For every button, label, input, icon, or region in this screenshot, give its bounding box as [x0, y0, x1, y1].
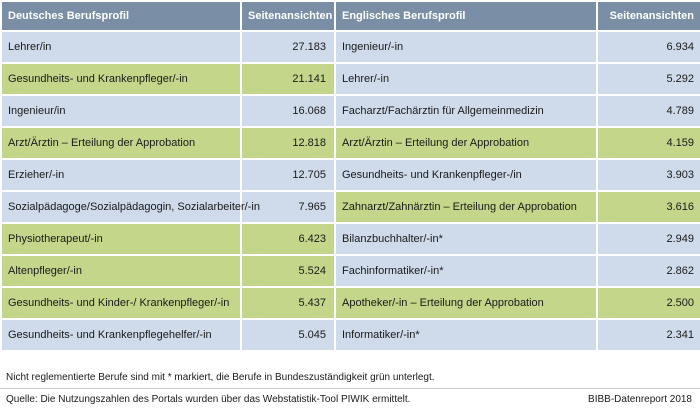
en-views-cell: 2.862 [598, 256, 700, 286]
table-row: Gesundheits- und Krankenpflegehelfer/-in… [2, 320, 700, 350]
de-profile-cell: Gesundheits- und Kinder-/ Krankenpfleger… [2, 288, 240, 318]
de-profile-cell: Lehrer/in [2, 32, 240, 62]
table-row: Lehrer/in 27.183 Ingenieur/-in 6.934 [2, 32, 700, 62]
de-views-cell: 12.705 [242, 160, 334, 190]
de-views-cell: 21.141 [242, 64, 334, 94]
en-views-cell: 2.500 [598, 288, 700, 318]
en-profile-cell: Arzt/Ärztin – Erteilung der Approbation [336, 128, 596, 158]
footnote: Nicht reglementierte Berufe sind mit * m… [6, 372, 435, 383]
de-profile-cell: Gesundheits- und Krankenpflegehelfer/-in [2, 320, 240, 350]
en-profile-cell: Gesundheits- und Krankenpfleger-/in [336, 160, 596, 190]
de-profile-cell: Physiotherapeut/-in [2, 224, 240, 254]
de-profile-cell: Arzt/Ärztin – Erteilung der Approbation [2, 128, 240, 158]
de-profile-cell: Altenpfleger/-in [2, 256, 240, 286]
en-profile-cell: Lehrer/-in [336, 64, 596, 94]
en-profile-cell: Zahnarzt/Zahnärztin – Erteilung der Appr… [336, 192, 596, 222]
de-profile-cell: Gesundheits- und Krankenpfleger/-in [2, 64, 240, 94]
en-views-cell: 3.616 [598, 192, 700, 222]
divider [0, 388, 700, 389]
de-profile-cell: Sozialpädagoge/Sozialpädagogin, Sozialar… [2, 192, 260, 222]
de-views-cell: 6.423 [242, 224, 334, 254]
en-profile-cell: Bilanzbuchhalter/-in* [336, 224, 596, 254]
de-views-cell: 7.965 [242, 192, 334, 222]
en-views-cell: 4.789 [598, 96, 700, 126]
de-views-cell: 27.183 [242, 32, 334, 62]
de-views-cell: 5.045 [242, 320, 334, 350]
table-row: Arzt/Ärztin – Erteilung der Approbation 1… [2, 128, 700, 158]
table-row: Gesundheits- und Kinder-/ Krankenpfleger… [2, 288, 700, 318]
table-row: Gesundheits- und Krankenpfleger/-in 21.14… [2, 64, 700, 94]
header-de-views: Seitenansichten [242, 2, 334, 30]
header-en-views: Seitenansichten [598, 2, 700, 30]
source-note: Quelle: Die Nutzungszahlen des Portals w… [6, 394, 411, 405]
de-views-cell: 5.437 [242, 288, 334, 318]
table-row: Erzieher/-in 12.705 Gesundheits- und Krank… [2, 160, 700, 190]
table-row: Ingenieur/in 16.068 Facharzt/Fachärztin fü… [2, 96, 700, 126]
en-profile-cell: Fachinformatiker/-in* [336, 256, 596, 286]
table-body: Lehrer/in 27.183 Ingenieur/-in 6.934 Gesundh… [2, 32, 700, 350]
profile-views-table: Deutsches Berufsprofil Seitenansichten E… [2, 2, 700, 350]
en-profile-cell: Informatiker/-in* [336, 320, 596, 350]
en-views-cell: 2.949 [598, 224, 700, 254]
table-row: Sozialpädagoge/Sozialpädagogin, Sozialar… [2, 192, 700, 222]
en-views-cell: 2.341 [598, 320, 700, 350]
credit: BIBB-Datenreport 2018 [588, 394, 692, 405]
en-profile-cell: Facharzt/Fachärztin für Allgemeinmedizin [336, 96, 596, 126]
en-views-cell: 3.903 [598, 160, 700, 190]
table-row: Physiotherapeut/-in 6.423 Bilanzbuchhalter… [2, 224, 700, 254]
en-profile-cell: Ingenieur/-in [336, 32, 596, 62]
de-profile-cell: Erzieher/-in [2, 160, 240, 190]
en-views-cell: 4.159 [598, 128, 700, 158]
de-profile-cell: Ingenieur/in [2, 96, 240, 126]
en-views-cell: 6.934 [598, 32, 700, 62]
en-views-cell: 5.292 [598, 64, 700, 94]
table-header-row: Deutsches Berufsprofil Seitenansichten E… [2, 2, 700, 30]
de-views-cell: 5.524 [242, 256, 334, 286]
table-row: Altenpfleger/-in 5.524 Fachinformatiker/-i… [2, 256, 700, 286]
de-views-cell: 16.068 [242, 96, 334, 126]
header-en-profile: Englisches Berufsprofil [336, 2, 596, 30]
de-views-cell: 12.818 [242, 128, 334, 158]
header-de-profile: Deutsches Berufsprofil [2, 2, 240, 30]
en-profile-cell: Apotheker/-in – Erteilung der Approbatio… [336, 288, 596, 318]
